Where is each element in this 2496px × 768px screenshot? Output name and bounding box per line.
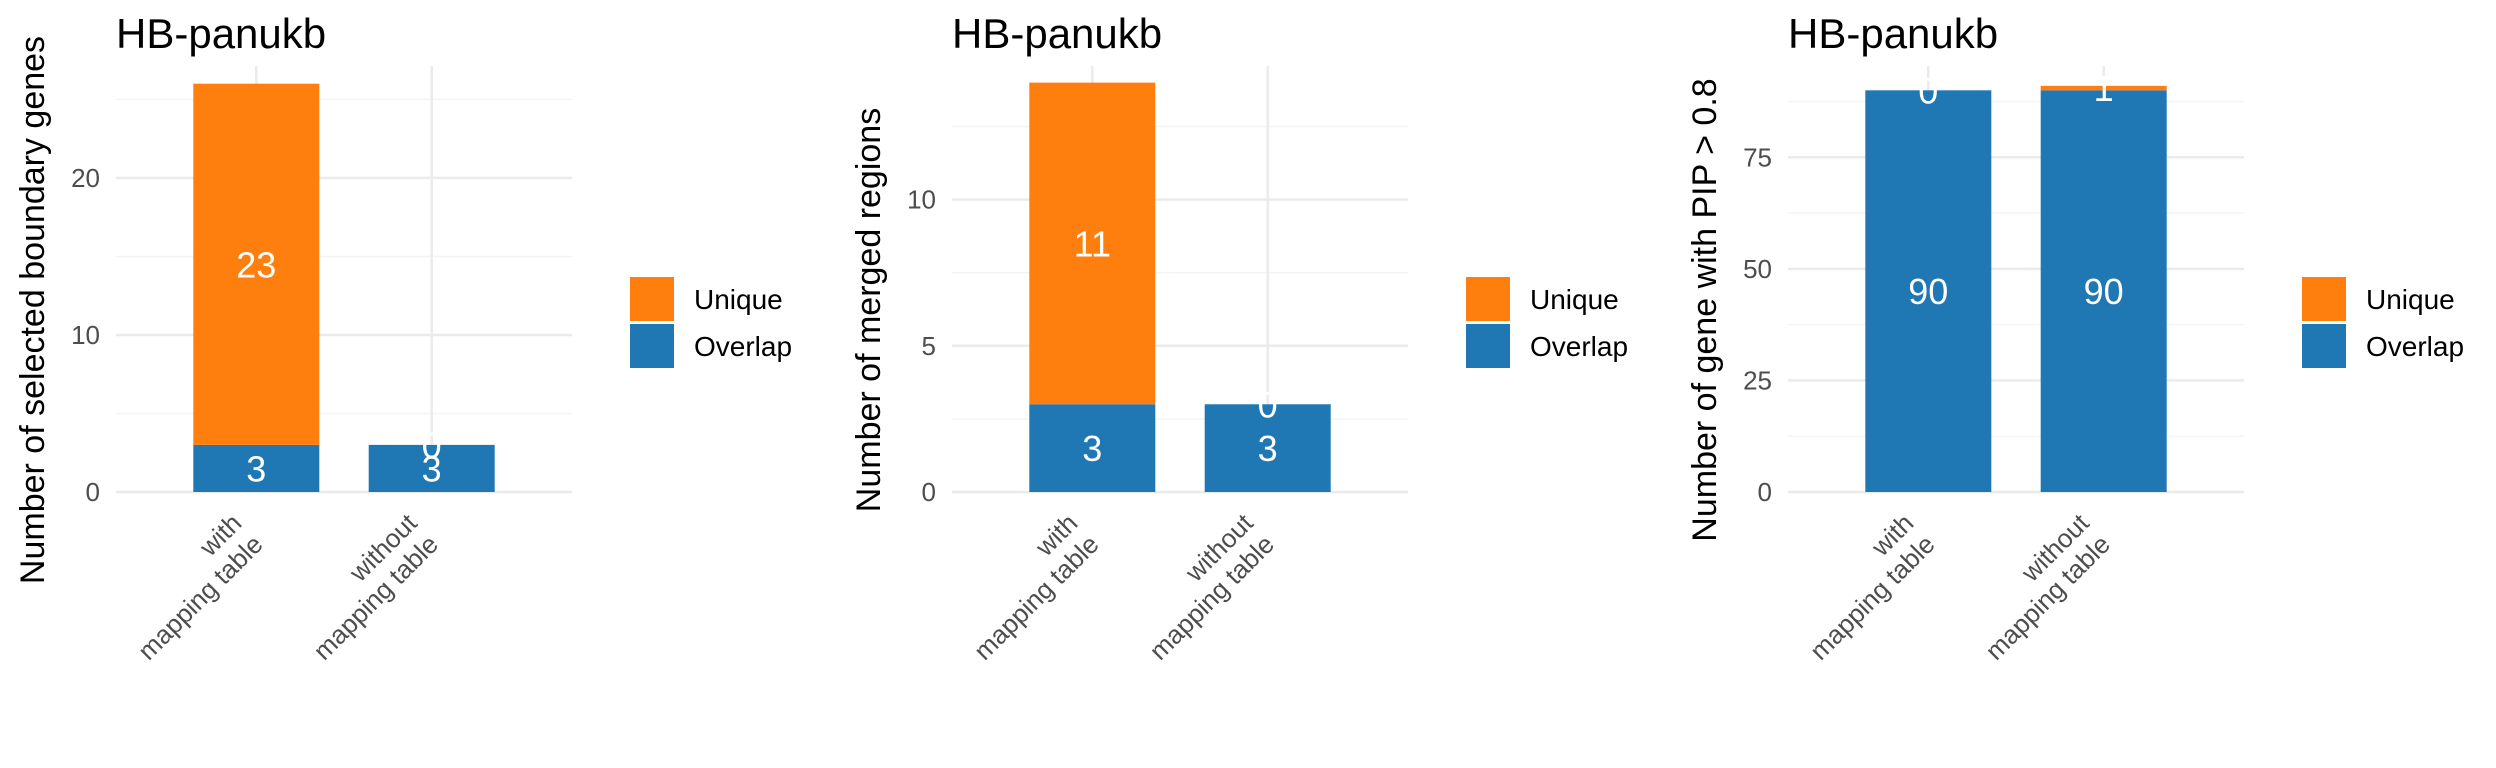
y-axis-label: Number of merged regions bbox=[850, 108, 888, 512]
y-tick-label: 25 bbox=[1743, 365, 1772, 395]
data-label-overlap: 3 bbox=[246, 448, 266, 489]
y-tick-label: 0 bbox=[1758, 477, 1772, 507]
chart-title: HB-panukb bbox=[116, 10, 326, 57]
y-tick-label: 5 bbox=[922, 331, 936, 361]
legend-label-unique: Unique bbox=[694, 284, 783, 315]
y-tick-label: 0 bbox=[86, 477, 100, 507]
bar-overlap bbox=[1029, 404, 1156, 492]
bar-overlap bbox=[1204, 404, 1331, 492]
data-label-overlap: 3 bbox=[422, 448, 442, 489]
legend-swatch-overlap bbox=[2302, 324, 2346, 368]
data-label-overlap: 90 bbox=[2084, 271, 2124, 312]
data-label-unique: 0 bbox=[1258, 384, 1278, 425]
x-tick-label-line: mapping table bbox=[1804, 529, 1941, 666]
data-label-overlap: 90 bbox=[1908, 271, 1948, 312]
legend-swatch-overlap bbox=[1466, 324, 1510, 368]
legend-label-unique: Unique bbox=[2366, 284, 2455, 315]
legend-swatch-unique bbox=[630, 277, 674, 321]
y-axis-label-wrap: Number of merged regions bbox=[850, 108, 888, 512]
data-label-unique: 0 bbox=[1918, 70, 1938, 111]
y-axis-label-wrap: Number of gene with PIP > 0.8 bbox=[1686, 78, 1724, 541]
y-tick-label: 10 bbox=[907, 185, 936, 215]
data-label-overlap: 3 bbox=[1258, 428, 1278, 469]
y-axis-label: Number of selected boundary genes bbox=[14, 36, 52, 584]
legend-swatch-overlap bbox=[630, 324, 674, 368]
legend-swatch-unique bbox=[1466, 277, 1510, 321]
bar-overlap bbox=[368, 444, 495, 492]
bar-overlap bbox=[2040, 90, 2167, 492]
bar-overlap bbox=[1865, 90, 1992, 492]
legend-label-unique: Unique bbox=[1530, 284, 1619, 315]
y-tick-label: 50 bbox=[1743, 254, 1772, 284]
legend-label-overlap: Overlap bbox=[1530, 331, 1628, 362]
bar-unique bbox=[2040, 85, 2167, 91]
data-label-unique: 1 bbox=[2094, 68, 2114, 109]
chart-title: HB-panukb bbox=[952, 10, 1162, 57]
data-label-unique: 11 bbox=[1074, 223, 1111, 264]
y-tick-label: 20 bbox=[71, 163, 100, 193]
x-tick-label-line: mapping table bbox=[968, 529, 1105, 666]
bar-overlap bbox=[193, 444, 320, 492]
y-axis-label-wrap: Number of selected boundary genes bbox=[14, 36, 52, 584]
data-label-overlap: 3 bbox=[1082, 428, 1102, 469]
data-label-unique: 23 bbox=[236, 244, 276, 285]
legend-label-overlap: Overlap bbox=[2366, 331, 2464, 362]
y-axis-label: Number of gene with PIP > 0.8 bbox=[1686, 78, 1724, 541]
data-label-unique: 0 bbox=[422, 425, 442, 466]
legend-swatch-unique bbox=[2302, 277, 2346, 321]
x-tick-label-line: mapping table bbox=[132, 529, 269, 666]
chart-title: HB-panukb bbox=[1788, 10, 1998, 57]
legend-label-overlap: Overlap bbox=[694, 331, 792, 362]
y-tick-label: 0 bbox=[922, 477, 936, 507]
y-tick-label: 75 bbox=[1743, 142, 1772, 172]
y-tick-label: 10 bbox=[71, 320, 100, 350]
bar-unique bbox=[1029, 82, 1156, 405]
bar-unique bbox=[193, 83, 320, 445]
